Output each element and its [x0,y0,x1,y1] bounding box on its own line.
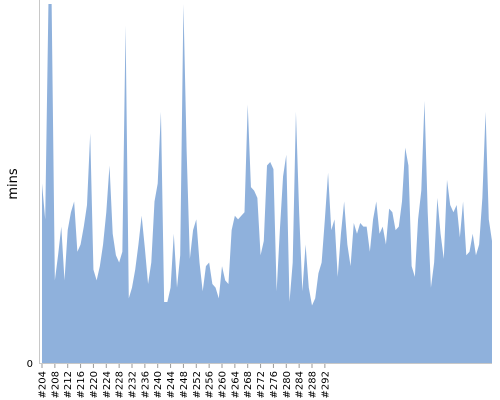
x-tick-label: #280 [282,371,293,398]
area-series-layer [42,4,492,363]
x-tick-label: #268 [243,371,254,398]
x-tick-label: #228 [115,371,126,398]
x-tick-label: #284 [295,371,306,398]
x-tick-label: #260 [218,371,229,398]
x-tick-label: #216 [76,371,87,398]
x-tick-label: #212 [63,371,74,398]
x-tick-label: #256 [205,371,216,398]
area-series [42,4,492,363]
x-tick-label: #276 [269,371,280,398]
y-axis-title: mins [6,168,21,200]
x-tick-label: #204 [38,371,49,398]
x-tick-label: #240 [153,371,164,398]
y-axis-ticks: 0 [27,359,33,370]
x-tick-label: #292 [320,371,331,398]
x-tick-label: #244 [166,371,177,398]
x-tick-label: #272 [256,371,267,398]
x-tick-label: #288 [308,371,319,398]
x-tick-label: #264 [230,371,241,398]
x-tick-label: #220 [89,371,100,398]
y-tick-label: 0 [27,359,33,370]
x-tick-label: #224 [102,371,113,398]
x-tick-label: #232 [128,371,139,398]
x-tick-label: #248 [179,371,190,398]
x-axis-ticks: #204 #208 #212 #216 #220 #224 #228 #232 #236 #240… [38,364,331,398]
x-tick-label: #252 [192,371,203,398]
x-tick-label: #236 [140,371,151,398]
x-tick-label: #208 [50,371,61,398]
